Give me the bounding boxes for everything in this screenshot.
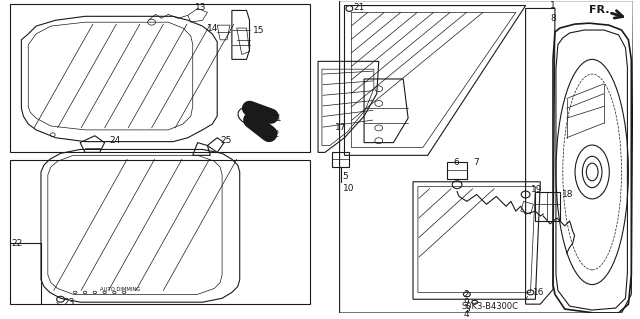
Text: 3: 3 [464,305,470,314]
Text: 18: 18 [562,190,573,199]
Text: 16: 16 [533,288,545,297]
Text: 6: 6 [453,158,459,167]
Text: 12: 12 [269,130,280,139]
Text: 14: 14 [207,24,219,33]
Text: FR.: FR. [589,5,610,15]
Text: 24: 24 [109,136,121,145]
Text: 8: 8 [550,14,556,23]
Text: 7: 7 [473,158,479,167]
Text: 19: 19 [531,185,542,194]
Text: S0K3-B4300C: S0K3-B4300C [462,301,519,311]
Text: 10: 10 [342,184,354,193]
Text: 11: 11 [271,114,282,122]
Text: 21: 21 [353,3,365,12]
Text: 23: 23 [63,298,75,307]
Text: 22: 22 [12,239,23,248]
Text: 4: 4 [464,310,470,319]
Text: 1: 1 [550,1,556,10]
Text: 25: 25 [220,136,232,145]
Text: 13: 13 [195,3,206,12]
Text: 15: 15 [253,26,265,34]
Text: 2: 2 [463,290,468,299]
Text: 17: 17 [335,123,346,132]
Text: 5: 5 [342,172,348,182]
Text: AUTO DIMMING: AUTO DIMMING [100,287,140,292]
Text: 9: 9 [463,298,468,307]
